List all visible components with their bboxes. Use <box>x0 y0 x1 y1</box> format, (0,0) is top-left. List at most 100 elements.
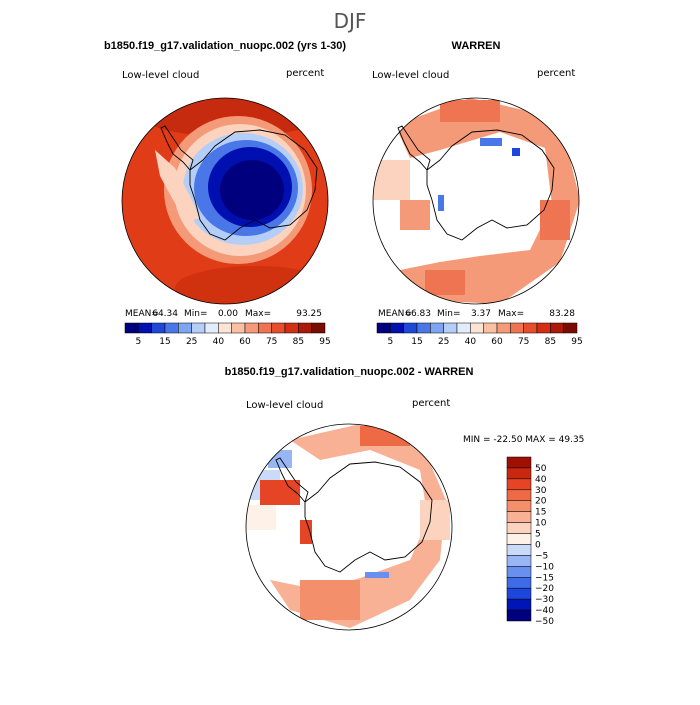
model-colorbar-tick-label: 75 <box>266 337 277 347</box>
diff-colorbar-tick-label: −20 <box>535 584 554 594</box>
diff-colorbar-swatch <box>506 555 532 567</box>
model-polar-map <box>121 97 329 305</box>
obs-cloud-patch <box>480 138 502 146</box>
model-units-label: percent <box>286 68 324 79</box>
obs-colorbar-tick-label: 75 <box>518 337 529 347</box>
diff-colorbar-swatch <box>506 544 532 556</box>
obs-min-value: 3.37 <box>471 309 491 319</box>
obs-cloud-patch <box>540 200 570 240</box>
model-min-value: 0.00 <box>218 309 238 319</box>
obs-panel-title: WARREN <box>452 40 501 52</box>
diff-units-label: percent <box>412 398 450 409</box>
diff-colorbar-swatch <box>506 478 532 491</box>
obs-colorbar-tick-label: 85 <box>545 337 556 347</box>
model-colorbar-swatch <box>204 322 219 334</box>
diff-minmax-text: MIN = -22.50 MAX = 49.35 <box>463 435 584 445</box>
diff-anomaly-patch <box>246 505 276 530</box>
obs-max-value: 83.28 <box>549 309 575 319</box>
obs-colorbar-swatch <box>550 322 564 334</box>
diff-colorbar-swatch <box>506 500 532 512</box>
diff-colorbar-swatch <box>506 566 532 578</box>
obs-cloud-patch <box>440 100 500 122</box>
diff-variable-label: Low-level cloud <box>246 400 323 411</box>
diff-colorbar-tick-label: −10 <box>535 562 554 572</box>
diff-colorbar-swatch <box>506 456 532 469</box>
obs-cloud-patch <box>395 98 579 304</box>
obs-colorbar-swatch <box>376 322 391 334</box>
diff-colorbar-swatch <box>506 522 532 534</box>
model-colorbar-tick-label: 95 <box>319 337 330 347</box>
model-colorbar: 5 15 25 40 60 75 85 95 <box>124 322 331 347</box>
model-colorbar-swatch <box>311 322 326 334</box>
model-colorbar-swatch <box>164 322 179 334</box>
obs-colorbar-swatch <box>496 322 511 334</box>
obs-colorbar-swatch <box>456 322 471 334</box>
obs-cloud-patch <box>373 160 410 200</box>
model-peninsula-cloud <box>155 150 200 222</box>
diff-polar-map <box>245 423 453 631</box>
diff-colorbar-tick-label: −30 <box>535 595 554 605</box>
obs-mean-label: MEAN= <box>378 309 412 319</box>
obs-colorbar-swatch <box>403 322 418 334</box>
model-colorbar-swatch <box>218 322 232 334</box>
obs-colorbar-swatch <box>510 322 524 334</box>
model-max-value: 93.25 <box>296 309 322 319</box>
diff-colorbar-swatch <box>506 533 532 545</box>
model-colorbar-swatch <box>151 322 166 334</box>
diff-colorbar-tick-label: 50 <box>535 464 547 474</box>
diff-colorbar-tick-label: −15 <box>535 573 554 583</box>
obs-colorbar-tick-label: 95 <box>571 337 582 347</box>
page-title: DJF <box>334 9 367 33</box>
obs-units-label: percent <box>537 68 575 79</box>
obs-polar-map <box>372 97 580 305</box>
diff-colorbar-swatch <box>506 489 532 501</box>
diff-panel-title: b1850.f19_g17.validation_nuopc.002 - WAR… <box>225 366 474 378</box>
model-colorbar-swatch <box>244 322 259 334</box>
obs-colorbar-swatch <box>430 322 444 334</box>
diff-colorbar-tick-label: 40 <box>535 475 547 485</box>
diff-colorbar-tick-label: −5 <box>535 551 548 561</box>
model-colorbar-tick-label: 25 <box>186 337 197 347</box>
model-mean-label: MEAN= <box>125 309 159 319</box>
obs-map-border <box>372 97 580 305</box>
diff-anomaly-patch <box>270 424 446 628</box>
model-mean-value: 64.34 <box>152 309 178 319</box>
obs-colorbar: 5 15 25 40 60 75 85 95 <box>376 322 583 347</box>
diff-anomaly-patch <box>420 500 450 540</box>
diff-anomaly-patch <box>300 520 312 544</box>
obs-cloud-patch <box>438 195 444 211</box>
obs-colorbar-swatch <box>523 322 538 334</box>
diff-colorbar-tick-label: 0 <box>535 540 541 550</box>
obs-cloud-patch <box>512 148 520 156</box>
diff-colorbar-swatch <box>506 598 532 611</box>
obs-colorbar-swatch <box>390 322 404 334</box>
model-colorbar-swatch <box>258 322 272 334</box>
model-colorbar-swatch <box>178 322 192 334</box>
diff-colorbar-tick-label: −50 <box>535 617 554 627</box>
obs-colorbar-tick-label: 15 <box>411 337 422 347</box>
model-colorbar-tick-label: 5 <box>135 337 141 347</box>
diff-anomaly-patch <box>360 426 410 446</box>
obs-mean-value: 66.83 <box>405 309 431 319</box>
diff-colorbar-tick-label: 20 <box>535 497 547 507</box>
diff-colorbar-tick-label: 5 <box>535 530 541 540</box>
model-colorbar-tick-label: 40 <box>213 337 225 347</box>
diff-map-border <box>245 423 453 631</box>
diff-colorbar-swatch <box>506 609 532 622</box>
diff-colorbar-tick-label: −40 <box>535 606 554 616</box>
obs-colorbar-tick-label: 25 <box>438 337 449 347</box>
obs-colorbar-tick-label: 5 <box>387 337 393 347</box>
model-colorbar-tick-label: 15 <box>159 337 170 347</box>
obs-colorbar-swatch <box>563 322 578 334</box>
obs-stats: MEAN= 66.83 Min= 3.37 Max= 83.28 <box>378 309 575 319</box>
diff-colorbar-tick-label: 10 <box>535 519 547 529</box>
model-high-cloud-band <box>175 266 328 304</box>
obs-colorbar-swatch <box>470 322 484 334</box>
diff-anomaly-patch <box>300 580 360 620</box>
model-variable-label: Low-level cloud <box>122 70 199 81</box>
model-max-label: Max= <box>245 309 271 319</box>
diff-colorbar-swatch <box>506 467 532 480</box>
model-colorbar-swatch <box>298 322 312 334</box>
model-colorbar-swatch <box>271 322 286 334</box>
